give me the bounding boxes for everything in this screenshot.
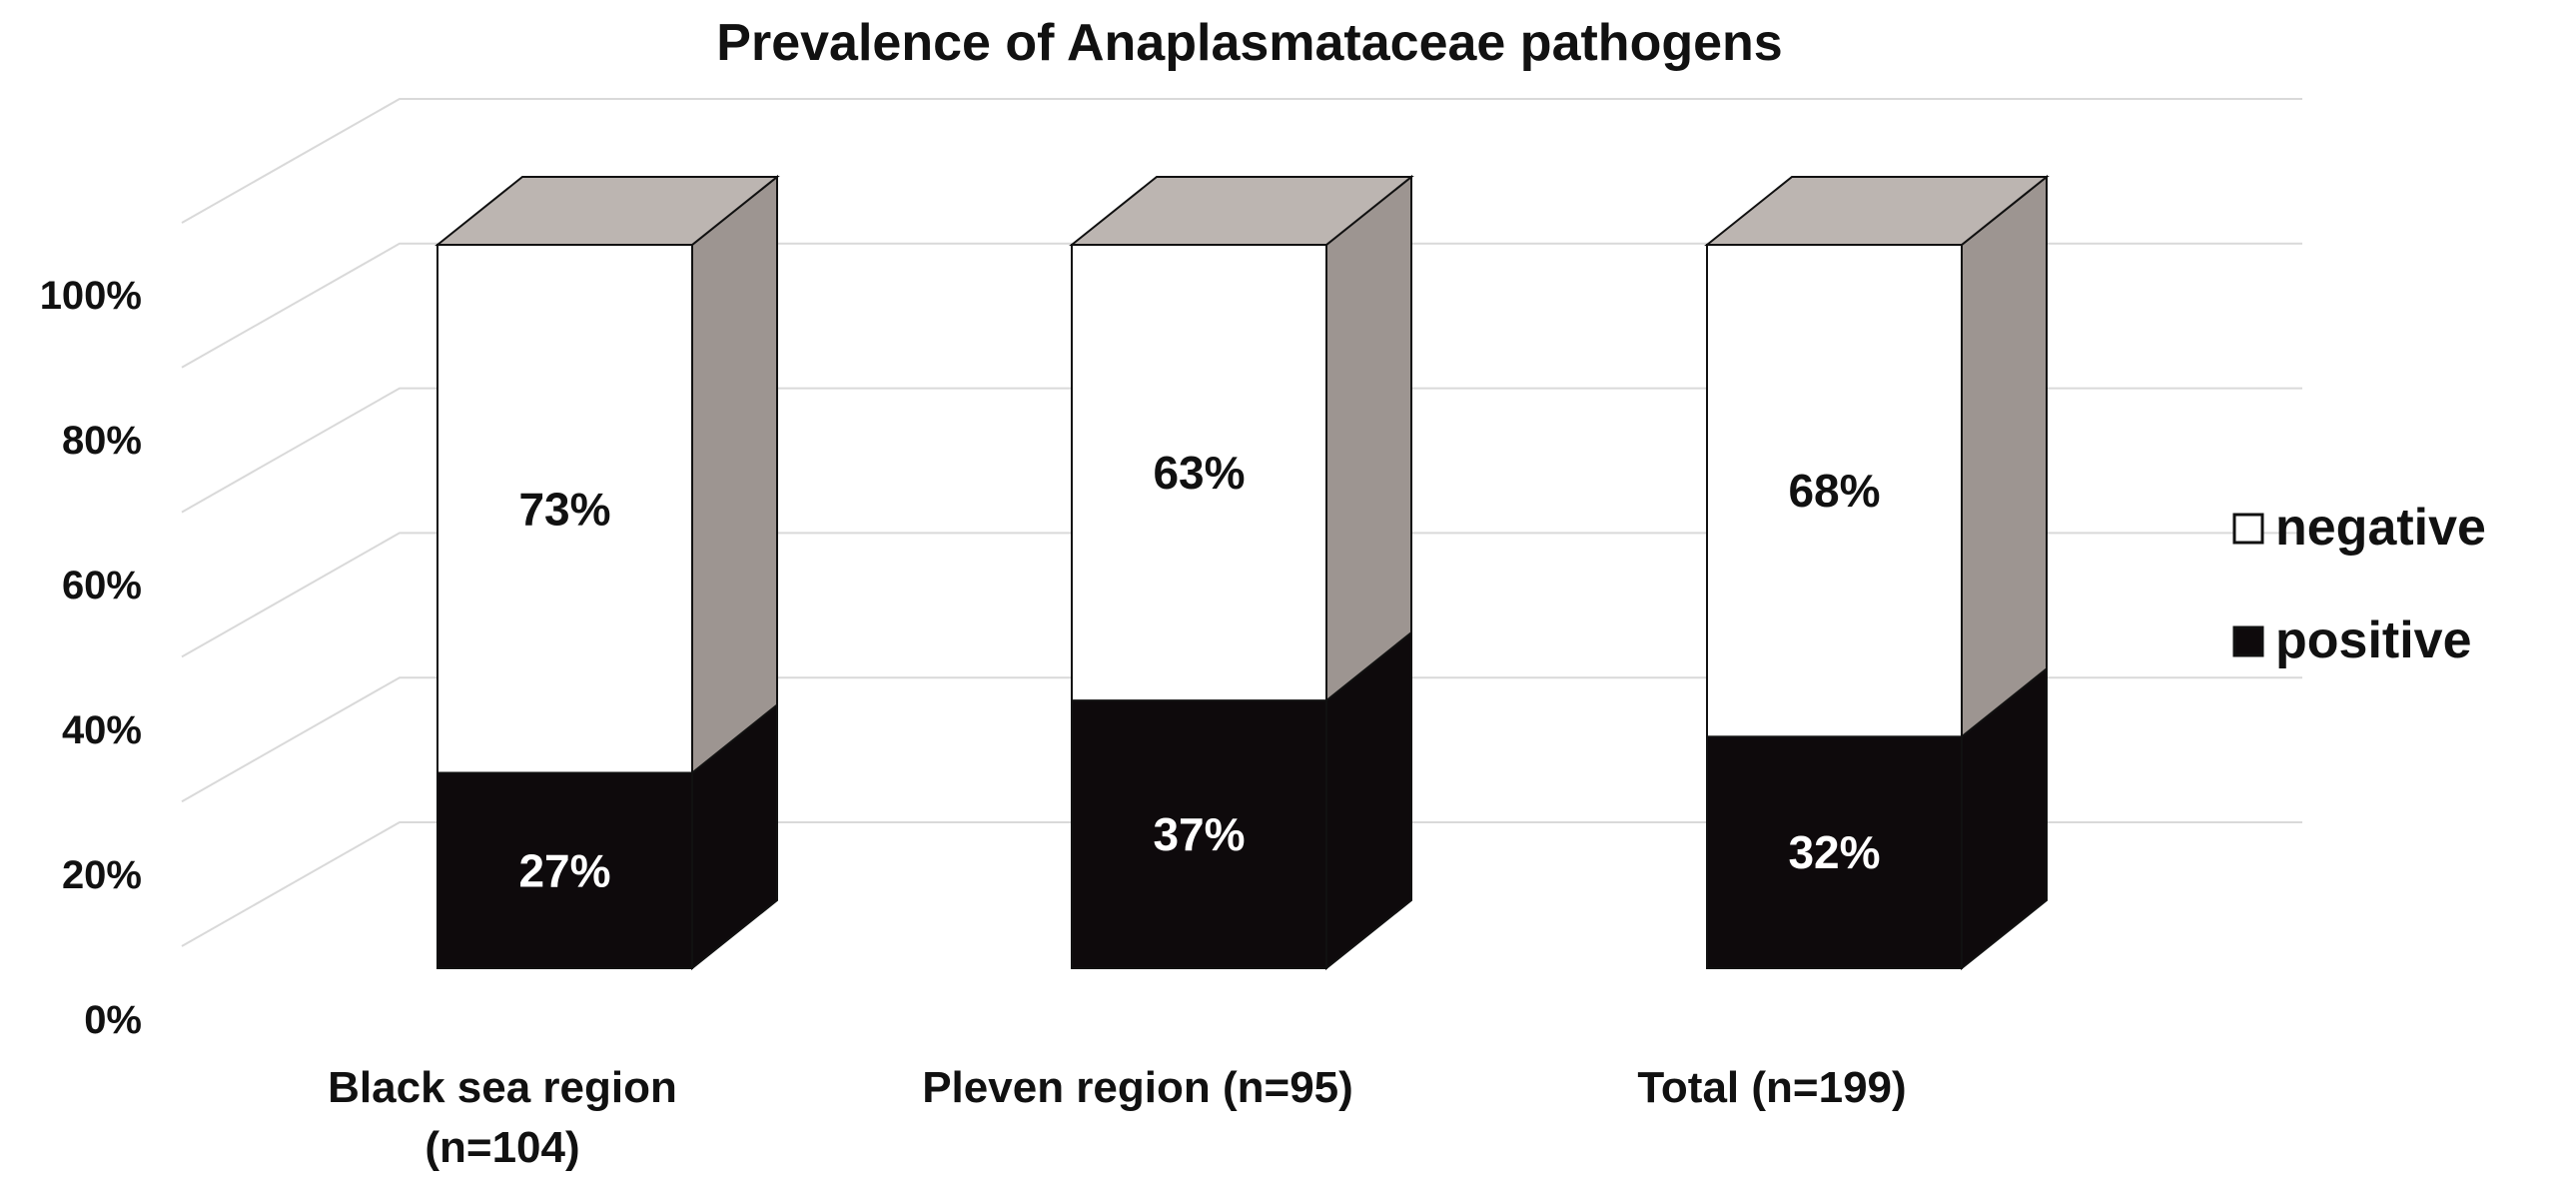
legend-item-negative: negative <box>2232 499 2486 557</box>
gridlines <box>181 98 2302 947</box>
data-label: 37% <box>1153 808 1245 860</box>
y-tick-label: 80% <box>62 419 142 463</box>
x-category-label: (n=104) <box>425 1123 579 1172</box>
gridline <box>181 676 2302 803</box>
bars: 27% 73% 37% 63% 32% 68% <box>434 174 2050 971</box>
legend-label: positive <box>2275 611 2472 669</box>
gridline <box>181 242 2302 369</box>
bar-segment-negative: 73% <box>434 174 780 775</box>
bar-top-face <box>434 176 780 246</box>
bar-front-face <box>1706 244 1963 738</box>
data-label: 73% <box>518 483 610 535</box>
y-tick-label: 0% <box>84 998 142 1042</box>
x-axis: Black sea region (n=104) Pleven region (n=… <box>328 1063 1907 1172</box>
legend-label: negative <box>2275 499 2486 557</box>
bar-segment-negative: 63% <box>1069 174 1414 703</box>
y-tick-label: 40% <box>62 708 142 752</box>
bar-segment-positive: 32% <box>1706 666 2048 971</box>
legend-swatch <box>2232 513 2264 545</box>
bar-segment-negative: 68% <box>1704 174 2050 739</box>
data-label: 63% <box>1153 447 1245 499</box>
chart-title: Prevalence of Anaplasmataceae pathogens <box>716 14 1782 72</box>
bar-front-face <box>436 244 693 774</box>
data-label: 68% <box>1788 465 1880 517</box>
bar-side-face <box>691 174 778 775</box>
legend-item-positive: positive <box>2232 611 2472 669</box>
x-category-label: Black sea region <box>328 1063 677 1112</box>
gridline <box>181 821 2302 947</box>
bar-top-face <box>1069 176 1414 246</box>
data-label: 27% <box>518 844 610 896</box>
y-tick-label: 60% <box>62 564 142 607</box>
legend-swatch <box>2232 625 2264 657</box>
gridline <box>181 387 2302 514</box>
bar-side-face <box>1961 174 2048 739</box>
bar-front-face <box>1706 735 1963 969</box>
x-category-label: Pleven region (n=95) <box>922 1063 1353 1112</box>
gridline <box>181 532 2302 658</box>
bar-side-face <box>1325 174 1412 703</box>
y-tick-label: 100% <box>40 274 142 318</box>
legend: negative positive <box>2232 499 2486 669</box>
y-tick-label: 20% <box>62 853 142 897</box>
x-category-label: Total (n=199) <box>1637 1063 1906 1112</box>
data-label: 32% <box>1788 826 1880 878</box>
bar-segment-positive: 37% <box>1071 630 1412 971</box>
y-axis: 0% 20% 40% 60% 80% 100% <box>40 274 142 1042</box>
bar-front-face <box>1071 244 1327 702</box>
bar-front-face <box>1071 699 1327 969</box>
bar-top-face <box>1704 176 2050 246</box>
gridline <box>181 98 2302 224</box>
